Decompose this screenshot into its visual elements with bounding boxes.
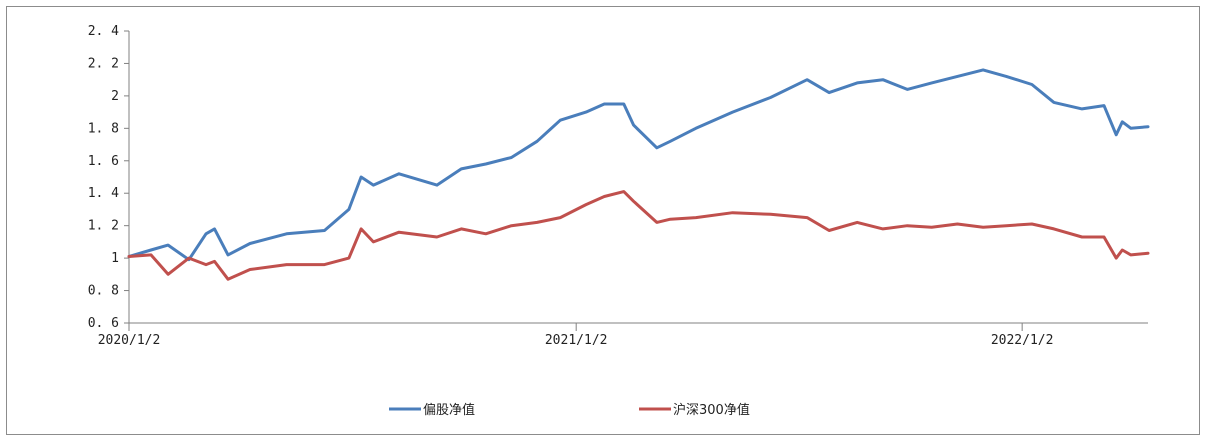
series-layer bbox=[127, 68, 1150, 281]
series-line-csi300 bbox=[127, 190, 1150, 281]
x-tick-label: 2022/1/2 bbox=[991, 333, 1054, 348]
y-tick-label: 2. 4 bbox=[88, 24, 119, 39]
x-tick-label: 2021/1/2 bbox=[545, 333, 608, 348]
legend-label: 沪深300净值 bbox=[673, 402, 750, 418]
y-tick-label: 0. 8 bbox=[88, 284, 119, 299]
legend: 偏股净值 沪深300净值 bbox=[389, 402, 750, 418]
y-tick-label: 1. 2 bbox=[88, 219, 119, 234]
axes: 0. 6 0. 8 1 1. 2 1. 4 1. 6 1. 8 2 2. 2 2. 4 2020/1… bbox=[88, 24, 1148, 348]
y-tick-label: 2. 2 bbox=[88, 56, 119, 71]
y-tick-label: 1 bbox=[111, 251, 119, 266]
y-tick-label: 1. 4 bbox=[88, 186, 119, 201]
y-tick-label: 1. 8 bbox=[88, 121, 119, 136]
series-line-equity-fund bbox=[127, 68, 1150, 262]
y-tick-label: 1. 6 bbox=[88, 154, 119, 169]
chart-frame bbox=[6, 6, 1200, 435]
legend-label: 偏股净值 bbox=[423, 402, 475, 418]
y-tick-label: 2 bbox=[111, 89, 119, 104]
y-tick-label: 0. 6 bbox=[88, 316, 119, 331]
x-tick-label: 2020/1/2 bbox=[98, 333, 161, 348]
